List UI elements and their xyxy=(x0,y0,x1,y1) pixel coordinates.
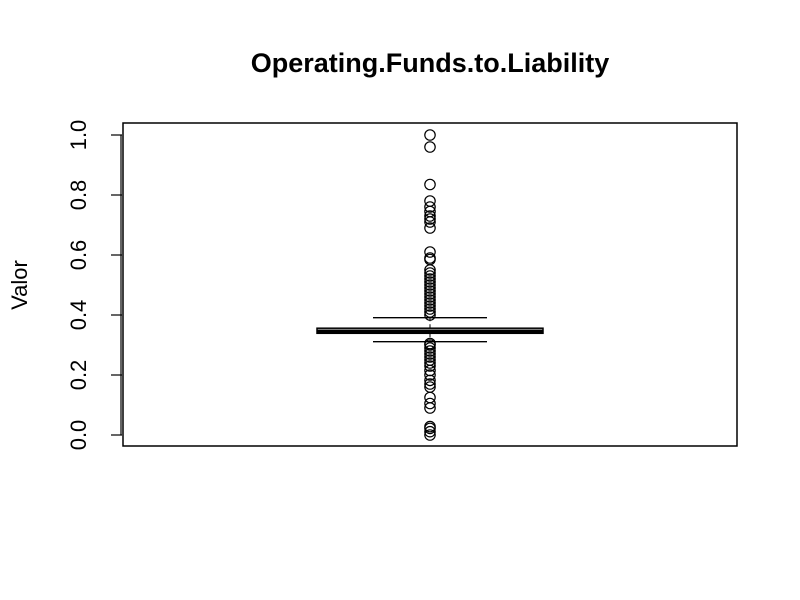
outlier-point xyxy=(424,282,436,294)
outlier-point xyxy=(424,337,436,350)
y-tick-label: 1.0 xyxy=(66,120,91,151)
plot-frame xyxy=(122,122,738,447)
outlier-point xyxy=(424,178,436,191)
outlier-point xyxy=(424,397,436,410)
outlier-point xyxy=(424,141,436,153)
outlier-point xyxy=(424,342,436,354)
y-tick-label: 0.0 xyxy=(66,420,91,451)
outlier-point xyxy=(424,303,436,315)
outlier-point xyxy=(424,306,436,318)
outlier-point xyxy=(424,300,436,312)
outlier-point xyxy=(424,222,436,234)
outlier-point xyxy=(424,210,436,222)
outlier-point xyxy=(424,246,436,258)
y-tick-label: 0.8 xyxy=(66,180,91,211)
outlier-point xyxy=(424,270,436,282)
outlier-point xyxy=(424,276,436,288)
outlier-point xyxy=(424,288,436,300)
outlier-point xyxy=(424,378,436,390)
chart-title: Operating.Funds.to.Liability xyxy=(251,48,610,78)
y-tick-label: 0.4 xyxy=(66,300,91,331)
outlier-point xyxy=(424,279,436,291)
outlier-point xyxy=(424,294,436,306)
y-tick-label: 0.2 xyxy=(66,360,91,391)
outlier-point xyxy=(424,129,436,141)
y-tick-label: 0.6 xyxy=(66,240,91,271)
outlier-point xyxy=(424,381,436,393)
outlier-point xyxy=(424,425,436,438)
outlier-point xyxy=(424,291,436,303)
outlier-point xyxy=(424,360,436,372)
outlier-point xyxy=(424,345,436,357)
outlier-point xyxy=(424,273,436,285)
outlier-point xyxy=(424,252,436,264)
outlier-point xyxy=(424,420,436,433)
y-axis-label: Valor xyxy=(7,260,32,310)
outlier-point xyxy=(424,195,436,207)
outlier-point xyxy=(424,297,436,309)
y-axis: 0.0 0.2 0.4 0.6 0.8 1.0 xyxy=(66,120,122,451)
outlier-point xyxy=(424,429,436,441)
outlier-point xyxy=(424,351,436,363)
outlier-point xyxy=(424,285,436,297)
outlier-points xyxy=(424,129,436,441)
outlier-point xyxy=(424,354,436,366)
outlier-point xyxy=(424,201,436,213)
outlier-point xyxy=(424,369,436,381)
outlier-point xyxy=(424,309,436,321)
outlier-point xyxy=(424,357,436,369)
outlier-point xyxy=(424,391,436,404)
outlier-point xyxy=(424,213,436,225)
outlier-point xyxy=(424,267,436,279)
